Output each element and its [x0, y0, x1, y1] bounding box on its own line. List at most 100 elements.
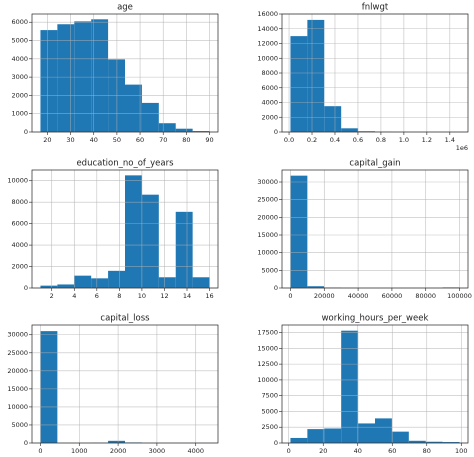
y-tick-label: 2000	[11, 91, 28, 99]
x-tick-label: 70	[159, 136, 167, 144]
x-tick-label: 80000	[415, 292, 436, 300]
x-tick-label: 90	[205, 136, 213, 144]
x-tick-label: 20000	[314, 292, 335, 300]
bar	[108, 270, 125, 288]
y-tick-label: 2500	[261, 423, 278, 431]
bar	[57, 284, 75, 288]
bar	[158, 277, 176, 288]
bar	[192, 277, 210, 288]
y-tick-label: 6000	[11, 220, 28, 228]
x-tick-label: 0.0	[284, 136, 294, 144]
y-tick-label: 0	[24, 128, 28, 136]
bar	[442, 442, 460, 443]
bar	[125, 175, 142, 288]
x-tick-label: 100	[455, 447, 467, 455]
x-tick-label: 40	[354, 447, 362, 455]
y-tick-label: 16000	[257, 10, 278, 18]
x-tick-label: 1.4	[445, 136, 455, 144]
bar	[290, 175, 308, 288]
x-tick-label: 80	[423, 447, 431, 455]
x-tick-label: 12	[160, 292, 168, 300]
bar	[341, 330, 359, 443]
y-tick-label: 7500	[261, 392, 278, 400]
x-tick-label: 100000	[447, 292, 472, 300]
bar	[324, 428, 342, 443]
bar	[391, 431, 409, 443]
x-tick-label: 14	[183, 292, 191, 300]
x-tick-label: 50	[113, 136, 121, 144]
y-tick-label: 4000	[11, 241, 28, 249]
bar	[141, 194, 159, 288]
bar	[324, 106, 342, 132]
bar	[158, 123, 176, 132]
bar	[307, 19, 325, 132]
y-tick-label: 25000	[7, 349, 28, 357]
panel-title: fnlwgt	[362, 3, 389, 13]
y-tick-label: 10000	[257, 249, 278, 257]
y-tick-label: 0	[274, 128, 278, 136]
panel-title: working_hours_per_week	[322, 314, 429, 324]
x-tick-label: 0.8	[376, 136, 386, 144]
bar	[175, 211, 193, 288]
bar	[290, 437, 308, 443]
x-tick-label: 60000	[382, 292, 403, 300]
y-tick-label: 10000	[257, 54, 278, 62]
y-tick-label: 0	[24, 439, 28, 447]
x-tick-label: 16	[205, 292, 213, 300]
bar	[307, 286, 325, 288]
y-tick-label: 10000	[257, 376, 278, 384]
y-tick-label: 3000	[11, 73, 28, 81]
y-tick-label: 25000	[257, 196, 278, 204]
x-tick-label: 4000	[187, 447, 204, 455]
y-tick-label: 5000	[261, 407, 278, 415]
x-tick-label: 60	[388, 447, 396, 455]
bar	[141, 102, 159, 132]
bar	[74, 275, 92, 288]
offset-text: 1e6	[456, 144, 468, 152]
panel-title: education_no_of_years	[76, 159, 174, 169]
axes-frame	[31, 169, 219, 289]
bar	[358, 131, 375, 132]
y-tick-label: 20000	[7, 367, 28, 375]
y-tick-label: 2000	[11, 263, 28, 271]
y-tick-label: 10000	[7, 177, 28, 185]
x-tick-label: 40	[90, 136, 98, 144]
x-tick-label: 0	[287, 447, 291, 455]
x-tick-label: 40000	[348, 292, 369, 300]
bar	[40, 30, 58, 132]
y-tick-label: 14000	[257, 25, 278, 33]
y-tick-label: 15000	[257, 231, 278, 239]
bar	[341, 128, 359, 132]
y-tick-label: 5000	[11, 421, 28, 429]
x-tick-label: 1.0	[399, 136, 409, 144]
bar	[175, 128, 193, 132]
x-tick-label: 20	[319, 447, 327, 455]
y-tick-label: 0	[274, 284, 278, 292]
bar	[40, 331, 58, 443]
x-tick-label: 0.2	[307, 136, 317, 144]
y-tick-label: 20000	[257, 213, 278, 221]
x-tick-label: 1000	[71, 447, 88, 455]
x-tick-label: 0	[288, 292, 292, 300]
y-tick-label: 10000	[7, 403, 28, 411]
y-tick-label: 0	[24, 284, 28, 292]
bar	[375, 418, 392, 443]
y-tick-label: 5000	[11, 37, 28, 45]
axes-frame	[281, 13, 469, 133]
y-tick-label: 1000	[11, 110, 28, 118]
x-tick-label: 3000	[149, 447, 166, 455]
axes-frame	[281, 169, 469, 289]
y-tick-label: 0	[274, 439, 278, 447]
y-tick-label: 17500	[257, 329, 278, 337]
panel-title: age	[117, 3, 133, 13]
x-tick-label: 2000	[110, 447, 127, 455]
y-tick-label: 8000	[11, 198, 28, 206]
x-tick-label: 0.4	[330, 136, 340, 144]
x-tick-label: 4	[72, 292, 76, 300]
bar	[408, 440, 426, 443]
y-tick-label: 30000	[7, 331, 28, 339]
bar	[307, 429, 325, 443]
panel-title: capital_loss	[100, 314, 150, 324]
y-tick-label: 6000	[261, 84, 278, 92]
